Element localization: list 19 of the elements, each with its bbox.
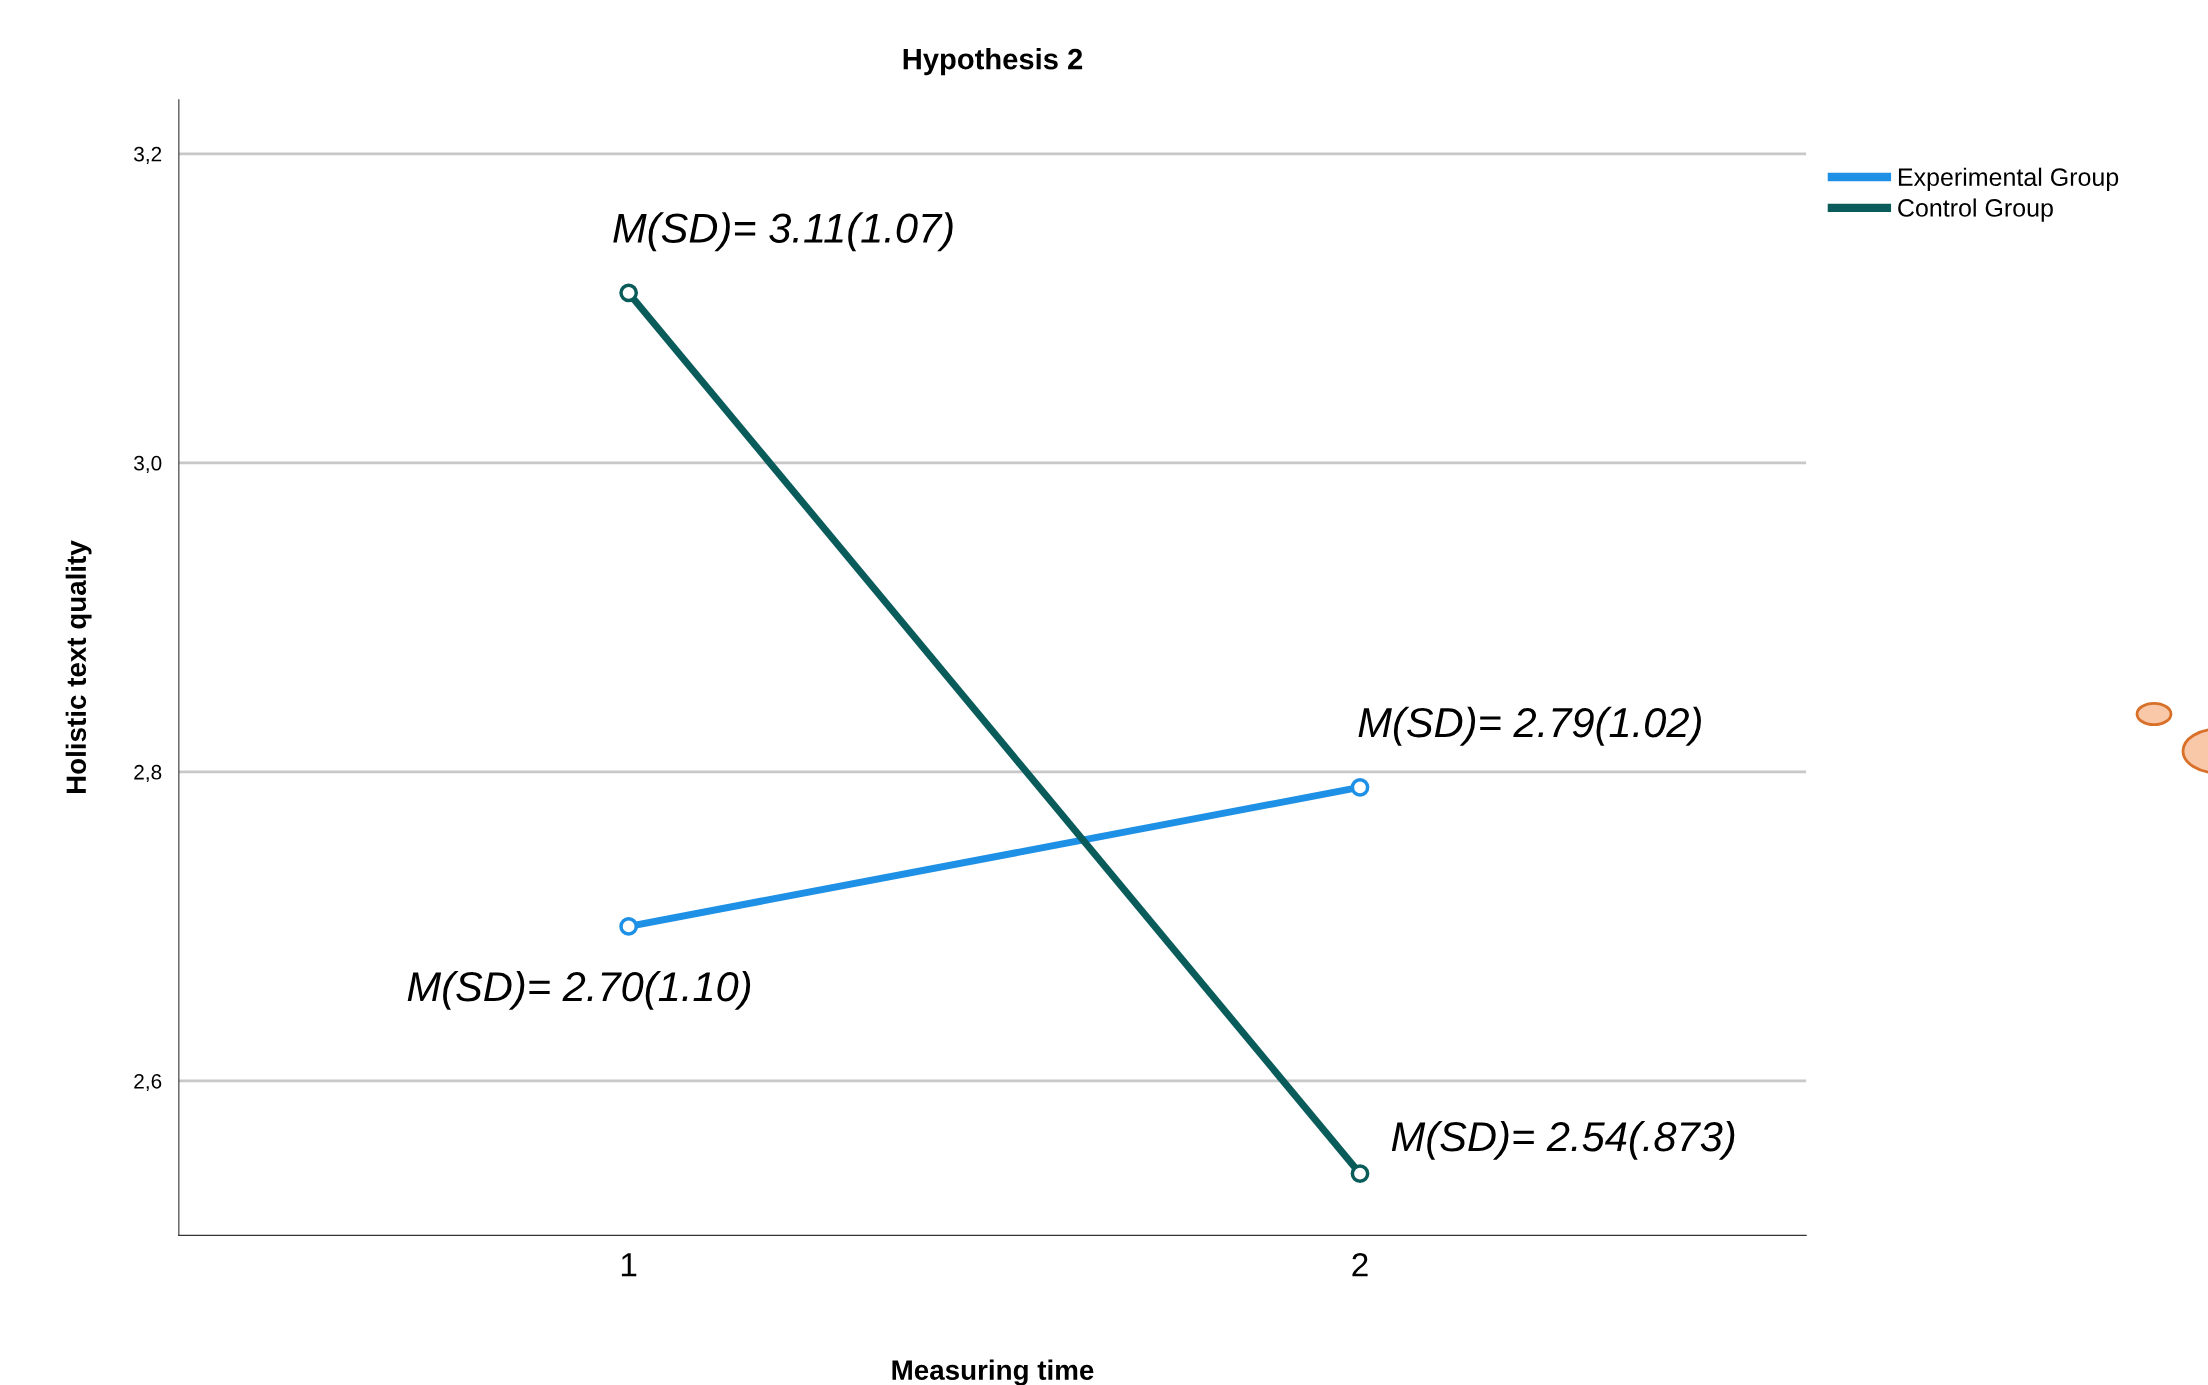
- point: [619, 283, 639, 303]
- legend-label: Experimental Group: [1898, 167, 2119, 191]
- point: [619, 917, 639, 936]
- chart-title: Hypothesis 2: [903, 48, 1083, 76]
- x-tick-label: 1: [621, 1253, 637, 1277]
- y-tick-label: 3,0: [134, 455, 162, 474]
- annotation: M(SD)= 2.54(.873): [1391, 1120, 1735, 1160]
- point: [1350, 777, 1370, 797]
- legend-label: Control Group: [1898, 198, 2053, 222]
- x-tick-label: 2: [1352, 1252, 1368, 1277]
- x-axis-title: Measuring time: [892, 1359, 1094, 1385]
- y-tick-label: 2,8: [134, 764, 162, 783]
- annotation: M(SD)= 2.70(1.10): [407, 970, 751, 1010]
- annotation: M(SD)= 2.79(1.02): [1358, 706, 1701, 746]
- y-axis-title: Holistic text quality: [65, 540, 92, 794]
- annotation: M(SD)= 3.11(1.07): [613, 212, 953, 252]
- y-tick-label: 2,6: [134, 1073, 162, 1092]
- point: [1350, 1164, 1370, 1183]
- y-tick-label: 3,2: [134, 146, 162, 165]
